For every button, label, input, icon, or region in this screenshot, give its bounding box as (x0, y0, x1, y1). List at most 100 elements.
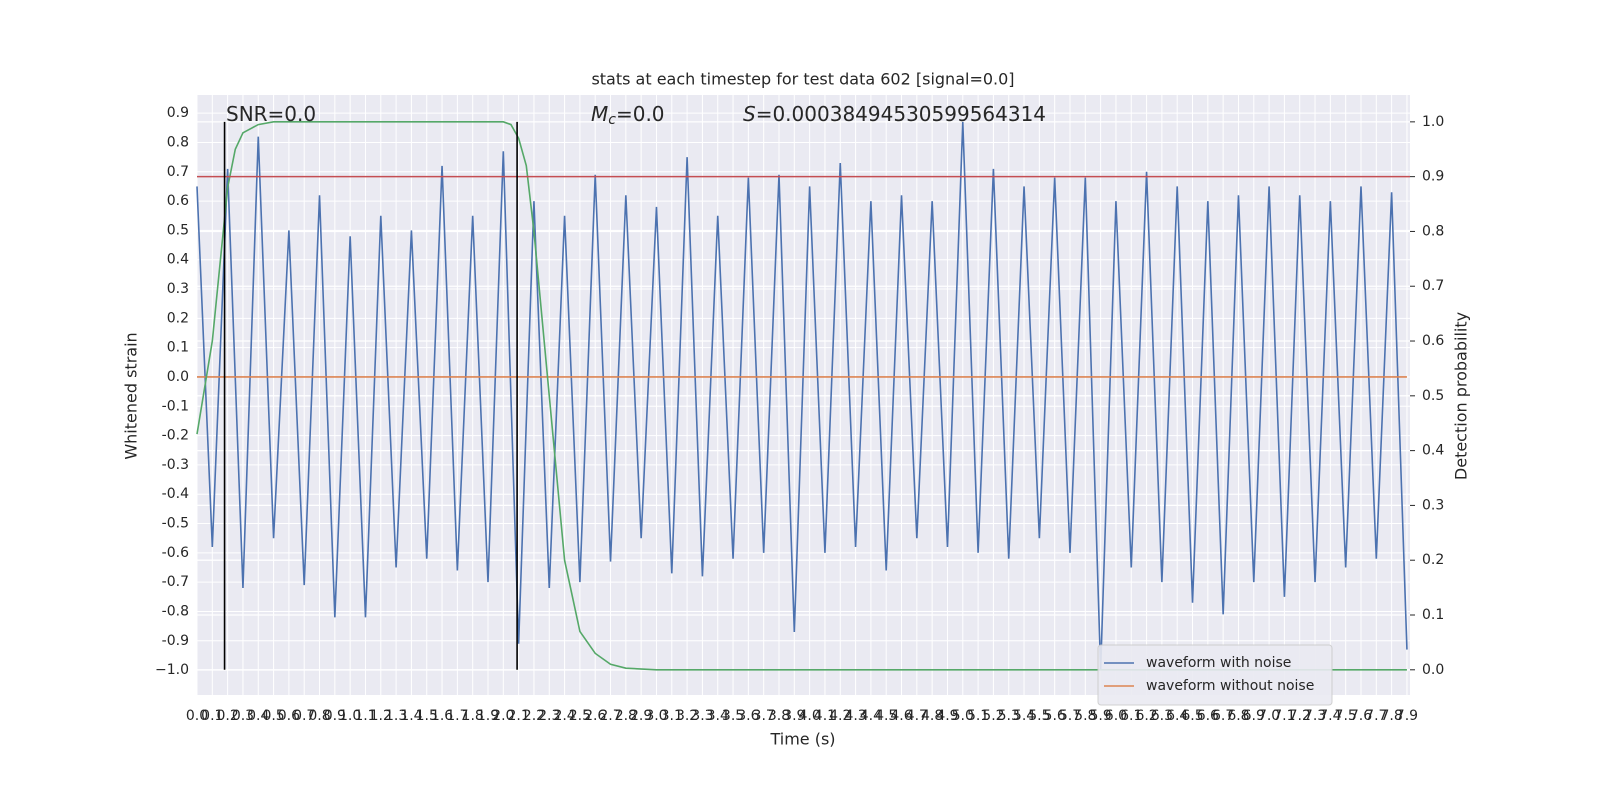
y-axis-label: Whitened strain (122, 332, 141, 459)
x-tick-label: 2.6 (584, 708, 606, 724)
legend-label: waveform with noise (1146, 655, 1291, 671)
x-tick-label: 2.8 (615, 708, 637, 724)
x-tick-label: 1.2 (370, 708, 392, 724)
series-line (196, 121, 1408, 671)
annotation-subscript: c (608, 112, 616, 128)
x-tick-label: 3.3 (691, 708, 713, 724)
x-tick-label: 7.5 (1335, 708, 1357, 724)
y2-tick-label: 0.8 (1422, 223, 1444, 239)
x-tick-label: 7.8 (1380, 708, 1402, 724)
x-tick-label: 2.4 (553, 708, 575, 724)
x-tick-label: 7.0 (1258, 708, 1280, 724)
annotation-text: =0.0 (616, 102, 665, 126)
y-tick-label: 0.1 (167, 340, 189, 356)
x-tick-label: 6.7 (1212, 708, 1234, 724)
grid (196, 95, 1410, 695)
x-tick-label: 3.0 (645, 708, 667, 724)
annotation-text: =0.00038494530599564314 (756, 102, 1046, 126)
x-tick-label: 7.3 (1304, 708, 1326, 724)
y-tick-label: 0.5 (167, 222, 189, 238)
x-tick-label: 5.4 (1013, 708, 1035, 724)
x-tick-label: 0.2 (216, 708, 238, 724)
x-tick-label: 4.7 (906, 708, 928, 724)
annotation-symbol: S (743, 102, 756, 126)
x-tick-label: 1.1 (354, 708, 376, 724)
x-tick-label: 5.5 (1028, 708, 1050, 724)
annotation-text: SNR=0.0 (226, 102, 316, 126)
y2-tick-label: 0.5 (1422, 388, 1444, 404)
x-tick-label: 4.0 (798, 708, 820, 724)
x-tick-label: 2.9 (630, 708, 652, 724)
y-tick-label: −1.0 (155, 662, 189, 678)
x-tick-label: 3.8 (768, 708, 790, 724)
x-tick-label: 3.7 (753, 708, 775, 724)
x-tick-label: 7.2 (1289, 708, 1311, 724)
y-tick-label: -0.2 (162, 428, 189, 444)
x-tick-label: 0.3 (232, 708, 254, 724)
x-tick-label: 3.9 (783, 708, 805, 724)
y2-axis-label: Detection probability (1452, 312, 1471, 480)
x-tick-label: 7.1 (1273, 708, 1295, 724)
y-tick-label: -0.5 (162, 516, 189, 532)
y-tick-label: -0.4 (162, 486, 189, 502)
x-tick-label: 6.0 (1105, 708, 1127, 724)
x-tick-label: 5.7 (1059, 708, 1081, 724)
y2-tick-label: 0.6 (1422, 333, 1444, 349)
y-tick-label: 0.4 (167, 252, 189, 268)
y-tick-label: 0.8 (167, 134, 189, 150)
x-tick-label: 3.6 (737, 708, 759, 724)
x-tick-label: 2.7 (599, 708, 621, 724)
x-tick-label: 0.8 (308, 708, 330, 724)
marks (196, 121, 1410, 671)
legend: waveform with noise waveform without nois… (1097, 644, 1333, 706)
y-tick-label: -0.3 (162, 457, 189, 473)
series-line (196, 121, 1407, 671)
x-tick-label: 1.3 (385, 708, 407, 724)
y2-tick-label: 0.0 (1422, 662, 1444, 678)
x-tick-label: 0.5 (262, 708, 284, 724)
x-tick-label: 1.5 (416, 708, 438, 724)
y2-tick-label: 0.2 (1422, 552, 1444, 568)
x-tick-label: 6.6 (1197, 708, 1219, 724)
y-tick-label: 0.6 (167, 193, 189, 209)
x-tick-label: 5.3 (998, 708, 1020, 724)
x-tick-label: 4.1 (814, 708, 836, 724)
x-tick-label: 2.1 (507, 708, 529, 724)
y-tick-label: 0.0 (167, 369, 189, 385)
legend-box (1097, 644, 1333, 706)
y-tick-label: 0.2 (167, 310, 189, 326)
x-tick-label: 1.7 (446, 708, 468, 724)
x-tick-label: 5.2 (982, 708, 1004, 724)
x-tick-label: 7.9 (1396, 708, 1418, 724)
x-tick-label: 7.6 (1350, 708, 1372, 724)
x-tick-label: 1.4 (400, 708, 422, 724)
y-tick-label: 0.7 (167, 164, 189, 180)
legend-label: waveform without noise (1146, 678, 1314, 694)
y-tick-label: -0.6 (162, 545, 189, 561)
y-tick-label: -0.9 (162, 633, 189, 649)
x-tick-label: 5.0 (952, 708, 974, 724)
x-tick-label: 5.9 (1089, 708, 1111, 724)
x-tick-label: 0.0 (186, 708, 208, 724)
x-tick-label: 6.8 (1227, 708, 1249, 724)
y-tick-label: 0.9 (167, 105, 189, 121)
x-tick-label: 4.9 (936, 708, 958, 724)
annotation: S=0.00038494530599564314 (743, 102, 1046, 126)
x-tick-label: 4.5 (875, 708, 897, 724)
x-tick-label: 4.8 (921, 708, 943, 724)
x-tick-label: 2.2 (523, 708, 545, 724)
x-tick-label: 1.8 (462, 708, 484, 724)
y2-tick-label: 0.3 (1422, 497, 1444, 513)
x-tick-label: 1.0 (339, 708, 361, 724)
x-tick-label: 4.3 (844, 708, 866, 724)
x-tick-label: 0.7 (293, 708, 315, 724)
x-tick-label: 6.3 (1151, 708, 1173, 724)
x-tick-label: 0.9 (324, 708, 346, 724)
x-axis-label: Time (s) (769, 730, 835, 749)
y-tick-label: 0.3 (167, 281, 189, 297)
x-tick-label: 4.2 (829, 708, 851, 724)
x-tick-label: 2.5 (569, 708, 591, 724)
x-tick-label: 3.5 (722, 708, 744, 724)
